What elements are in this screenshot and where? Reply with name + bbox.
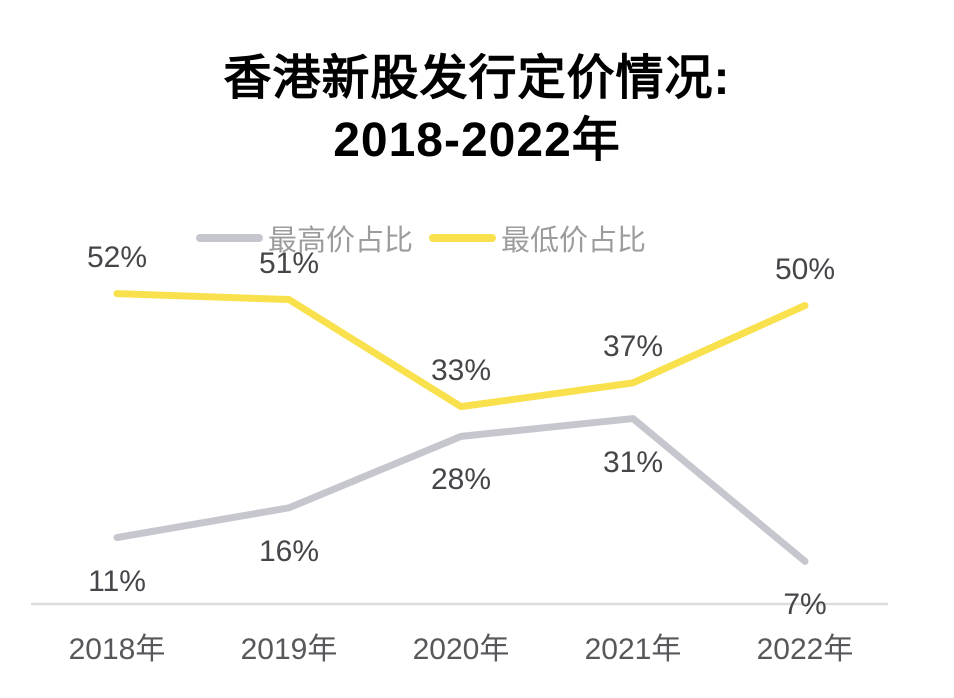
x-axis-label-5: 2022年 — [756, 633, 854, 666]
chart-title-line2: 2018-2022年 — [333, 114, 621, 167]
series-line-highest — [113, 415, 809, 565]
x-axis-label-4: 2021年 — [584, 633, 682, 666]
chart-title-line1: 香港新股发行定价情况: — [223, 52, 731, 105]
data-label-lowest-2: 51% — [258, 246, 320, 280]
series-line-lowest — [113, 290, 809, 411]
x-axis-label-3: 2020年 — [412, 633, 510, 666]
legend-marker-lowest-icon — [429, 234, 497, 242]
data-label-lowest-3: 33% — [430, 353, 492, 387]
legend-item-lowest: 最低价占比 — [429, 217, 646, 259]
x-axis-label-2: 2019年 — [240, 633, 338, 666]
legend-marker-highest-icon — [196, 234, 263, 242]
data-label-highest-3: 28% — [430, 463, 492, 497]
data-label-highest-2: 16% — [258, 534, 320, 568]
x-axis-label-1: 2018年 — [68, 633, 166, 666]
legend: 最高价占比 最低价占比 — [196, 217, 646, 259]
data-label-highest-5: 7% — [783, 588, 827, 622]
data-label-lowest-1: 52% — [86, 240, 148, 274]
chart-title: 香港新股发行定价情况: 2018-2022年 — [0, 48, 954, 172]
data-label-highest-4: 31% — [602, 445, 664, 479]
legend-label-lowest: 最低价占比 — [501, 225, 647, 257]
data-label-lowest-5: 50% — [774, 252, 836, 286]
data-label-lowest-4: 37% — [602, 329, 664, 363]
legend-item-highest: 最高价占比 — [196, 217, 413, 259]
data-label-highest-1: 11% — [88, 564, 146, 598]
legend-label-highest: 最高价占比 — [268, 225, 414, 257]
